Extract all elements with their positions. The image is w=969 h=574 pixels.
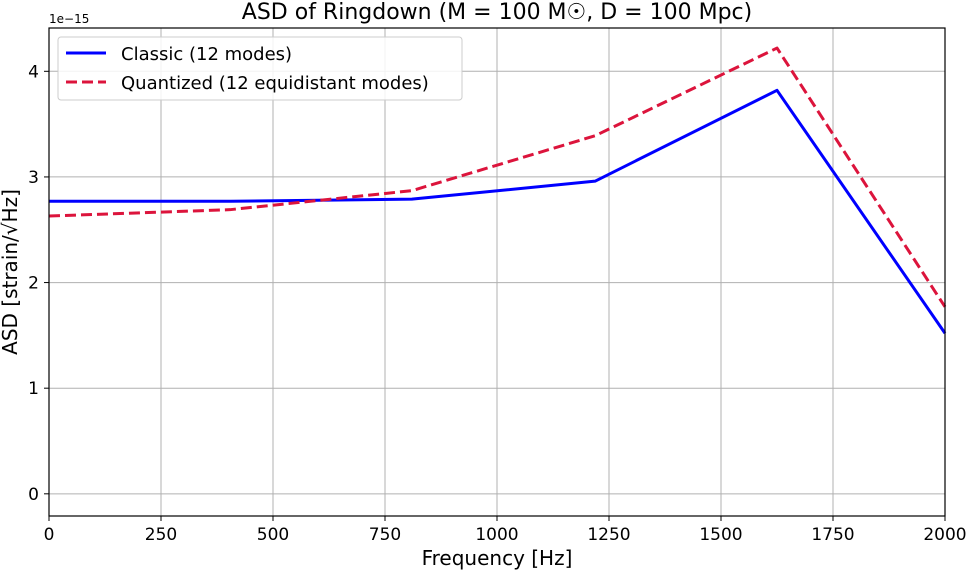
x-tick-label: 1500: [699, 525, 742, 545]
y-tick-label: 2: [28, 274, 39, 294]
y-tick-label: 4: [28, 62, 39, 82]
legend-label-classic: Classic (12 modes): [121, 44, 292, 65]
x-tick-label: 1750: [811, 525, 854, 545]
y-tick-label: 3: [28, 168, 39, 188]
ticks: 0 250 500 750 1000 1250 1500 1750 2000 0 1 2 3 4: [28, 62, 966, 545]
x-tick-label: 1250: [587, 525, 630, 545]
x-tick-label: 250: [145, 525, 177, 545]
x-tick-label: 2000: [923, 525, 966, 545]
chart-title: ASD of Ringdown (M = 100 M☉, D = 100 Mpc…: [242, 0, 752, 25]
legend: Classic (12 modes) Quantized (12 equidis…: [57, 36, 463, 101]
series-line-quantized: [48, 46, 947, 308]
y-axis-label: ASD [strain/√Hz]: [0, 189, 22, 355]
x-axis-label: Frequency [Hz]: [422, 546, 573, 570]
y-tick-label: 0: [28, 485, 39, 505]
x-tick-label: 500: [257, 525, 289, 545]
y-offset-label: 1e−15: [49, 12, 89, 26]
y-tick-label: 1: [28, 379, 39, 399]
legend-box: [57, 36, 463, 101]
x-tick-label: 750: [369, 525, 401, 545]
x-tick-label: 0: [44, 525, 55, 545]
series-line-classic: [49, 88, 947, 335]
x-tick-label: 1000: [475, 525, 518, 545]
legend-label-quantized: Quantized (12 equidistant modes): [121, 73, 429, 94]
series-lines: [48, 46, 947, 335]
grid: [48, 28, 946, 516]
